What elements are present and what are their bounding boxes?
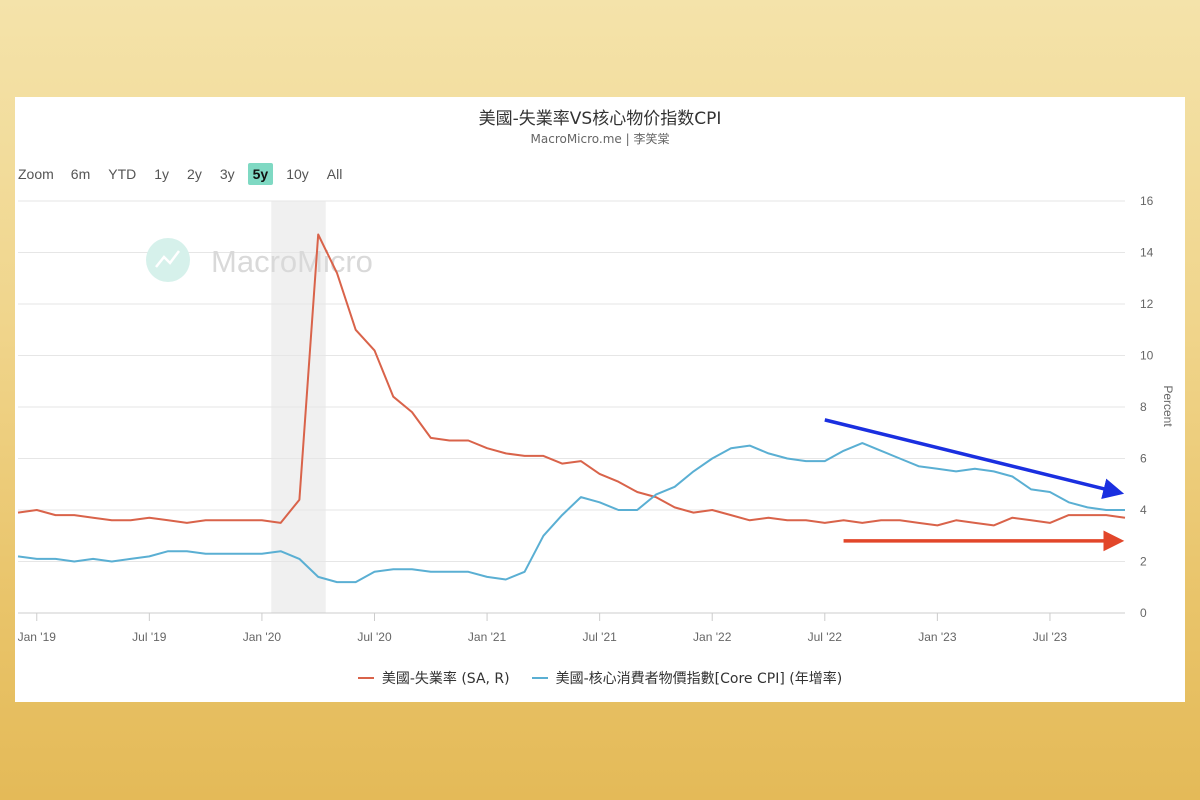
x-tick-label: Jan '21 [468,630,507,644]
legend-item-core-cpi[interactable]: 美國-核心消費者物價指數[Core CPI] (年增率) [531,668,843,688]
zoom-3y-button[interactable]: 3y [219,166,235,182]
y-tick-label: 10 [1140,349,1154,363]
zoom-ytd-button[interactable]: YTD [108,166,137,182]
chart-subtitle: MacroMicro.me | 李笑棠 [530,132,670,146]
core-cpi-line[interactable] [17,442,1125,584]
macromicro-watermark: MacroMicro [146,238,373,282]
legend-swatch-unemployment [357,677,374,679]
trend-annotations [824,418,1125,552]
series-lines [17,233,1126,584]
x-tick-label: Jul '23 [1033,630,1068,644]
zoom-1y-button[interactable]: 1y [154,166,170,182]
y-tick-label: 12 [1140,297,1154,311]
chart-legend: 美國-失業率 (SA, R) 美國-核心消費者物價指數[Core CPI] (年… [15,668,1185,688]
x-tick-label: Jul '19 [132,630,167,644]
zoom-5y-button[interactable]: 5y [247,163,274,185]
unemployment-rate-line[interactable] [17,233,1126,527]
x-tick-label: Jan '20 [243,630,282,644]
zoom-label: Zoom [18,166,54,182]
x-tick-label: Jul '20 [357,630,392,644]
chart-trend-icon [155,250,180,268]
x-tick-label: Jul '22 [808,630,843,644]
line-chart[interactable]: MacroMicro Jan '19 Jul '19 Jan '20 Jul '20 J… [15,97,1185,702]
zoom-range-selector: Zoom 6m YTD 1y 2y 3y 5y 10y All [18,162,355,186]
y-tick-label: 8 [1140,400,1147,414]
zoom-2y-button[interactable]: 2y [187,166,202,182]
x-tick-label: Jul '21 [582,630,617,644]
y-tick-label: 6 [1140,452,1147,466]
watermark-text: MacroMicro [211,244,373,279]
y-tick-label: 14 [1140,246,1154,260]
x-tick-label: Jan '23 [918,630,957,644]
blue-trend-arrow-icon [824,418,1125,499]
gridlines [18,200,1125,614]
y-tick-label: 4 [1140,503,1147,517]
chart-title: 美國-失業率VS核心物价指数CPI [478,109,722,129]
zoom-10y-button[interactable]: 10y [286,166,309,182]
x-tick-label: Jan '19 [18,630,57,644]
x-axis: Jan '19 Jul '19 Jan '20 Jul '20 Jan '21 Jul '… [18,613,1068,644]
legend-item-unemployment[interactable]: 美國-失業率 (SA, R) [357,668,510,688]
x-tick-label: Jan '22 [693,630,732,644]
zoom-all-button[interactable]: All [326,166,343,182]
legend-label-unemployment: 美國-失業率 (SA, R) [381,671,510,687]
y-axis-title: Percent [1161,385,1175,427]
y-axis: 0 2 4 6 8 10 12 14 16 [1140,194,1154,620]
y-tick-label: 16 [1140,194,1154,208]
y-tick-label: 0 [1140,606,1147,620]
legend-swatch-core-cpi [531,677,548,679]
legend-label-core-cpi: 美國-核心消費者物價指數[Core CPI] (年增率) [555,671,843,687]
chart-panel: 美國-失業率VS核心物价指数CPI MacroMicro.me | 李笑棠 Zo… [15,97,1185,702]
y-tick-label: 2 [1140,555,1147,569]
zoom-6m-button[interactable]: 6m [70,166,91,182]
